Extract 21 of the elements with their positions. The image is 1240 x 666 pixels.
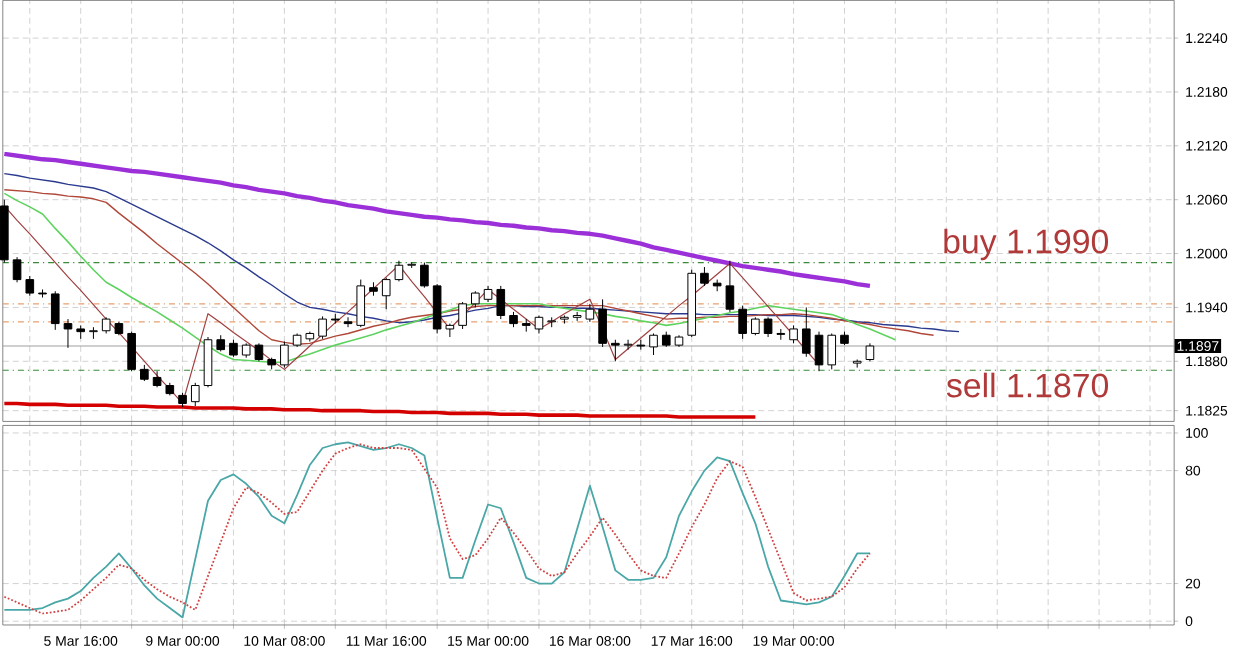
candlestick (356, 278, 366, 328)
candlestick (343, 316, 353, 328)
candlestick (738, 304, 747, 339)
candlestick (598, 298, 607, 347)
candlestick (458, 301, 467, 330)
candlestick (203, 336, 213, 388)
candlestick (649, 332, 658, 356)
candlestick (827, 332, 837, 370)
candlestick (611, 338, 620, 362)
candlestick (280, 340, 289, 368)
candlestick (801, 306, 811, 357)
candlestick (127, 330, 136, 372)
candlestick (190, 381, 200, 407)
candlestick (700, 266, 709, 286)
candlestick (814, 330, 824, 372)
ref-line-label: sell 1.1870 (946, 372, 1109, 398)
candlestick (50, 290, 60, 330)
candlestick (420, 261, 429, 288)
candlestick (63, 318, 73, 348)
candlestick (318, 315, 327, 339)
ref-line-label: buy 1.1990 (944, 228, 1109, 260)
